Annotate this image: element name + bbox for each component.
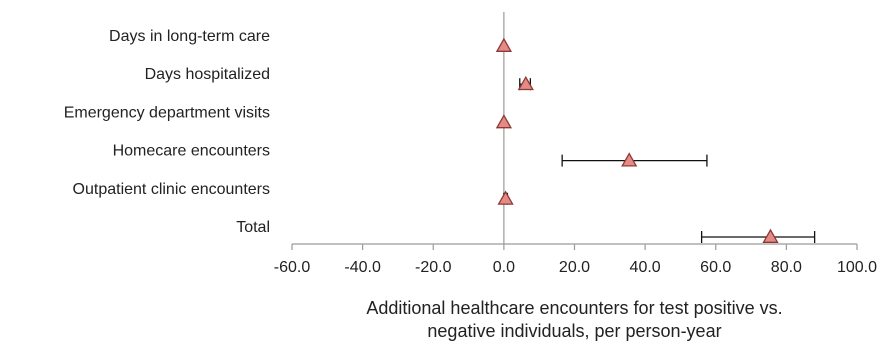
point-estimate-marker [495,37,513,52]
x-tick-label: 60.0 [700,259,731,276]
category-label: Homecare encounters [113,143,270,160]
x-axis-title-line-1: Additional healthcare encounters for tes… [366,298,782,318]
point-estimate-marker [762,228,779,243]
x-tick-label: -60.0 [274,259,311,276]
x-tick-label: 100.0 [837,259,877,276]
x-tick-label: -20.0 [415,259,452,276]
point-estimate-marker [495,114,513,129]
x-tick-label: 40.0 [630,259,661,276]
category-labels: Days in long-term care Days hospitalized E… [64,28,270,236]
x-tick-label: 20.0 [559,259,590,276]
x-tick-label: -40.0 [344,259,381,276]
x-axis-title-line-2: negative individuals, per person-year [427,321,721,341]
x-axis: -60.0 -40.0 -20.0 0.0 20.0 40.0 60.0 80.0 100.0 [274,12,877,276]
data-marks [495,37,816,243]
category-label: Total [236,219,270,236]
point-estimate-marker [517,75,534,91]
x-tick-label: 0.0 [493,259,515,276]
category-label: Emergency department visits [64,104,270,121]
category-label: Outpatient clinic encounters [73,181,270,198]
category-label: Days hospitalized [145,66,270,83]
point-estimate-marker [497,190,514,205]
point-estimate-marker [621,152,638,167]
category-label: Days in long-term care [109,28,270,45]
x-tick-label: 80.0 [771,259,802,276]
